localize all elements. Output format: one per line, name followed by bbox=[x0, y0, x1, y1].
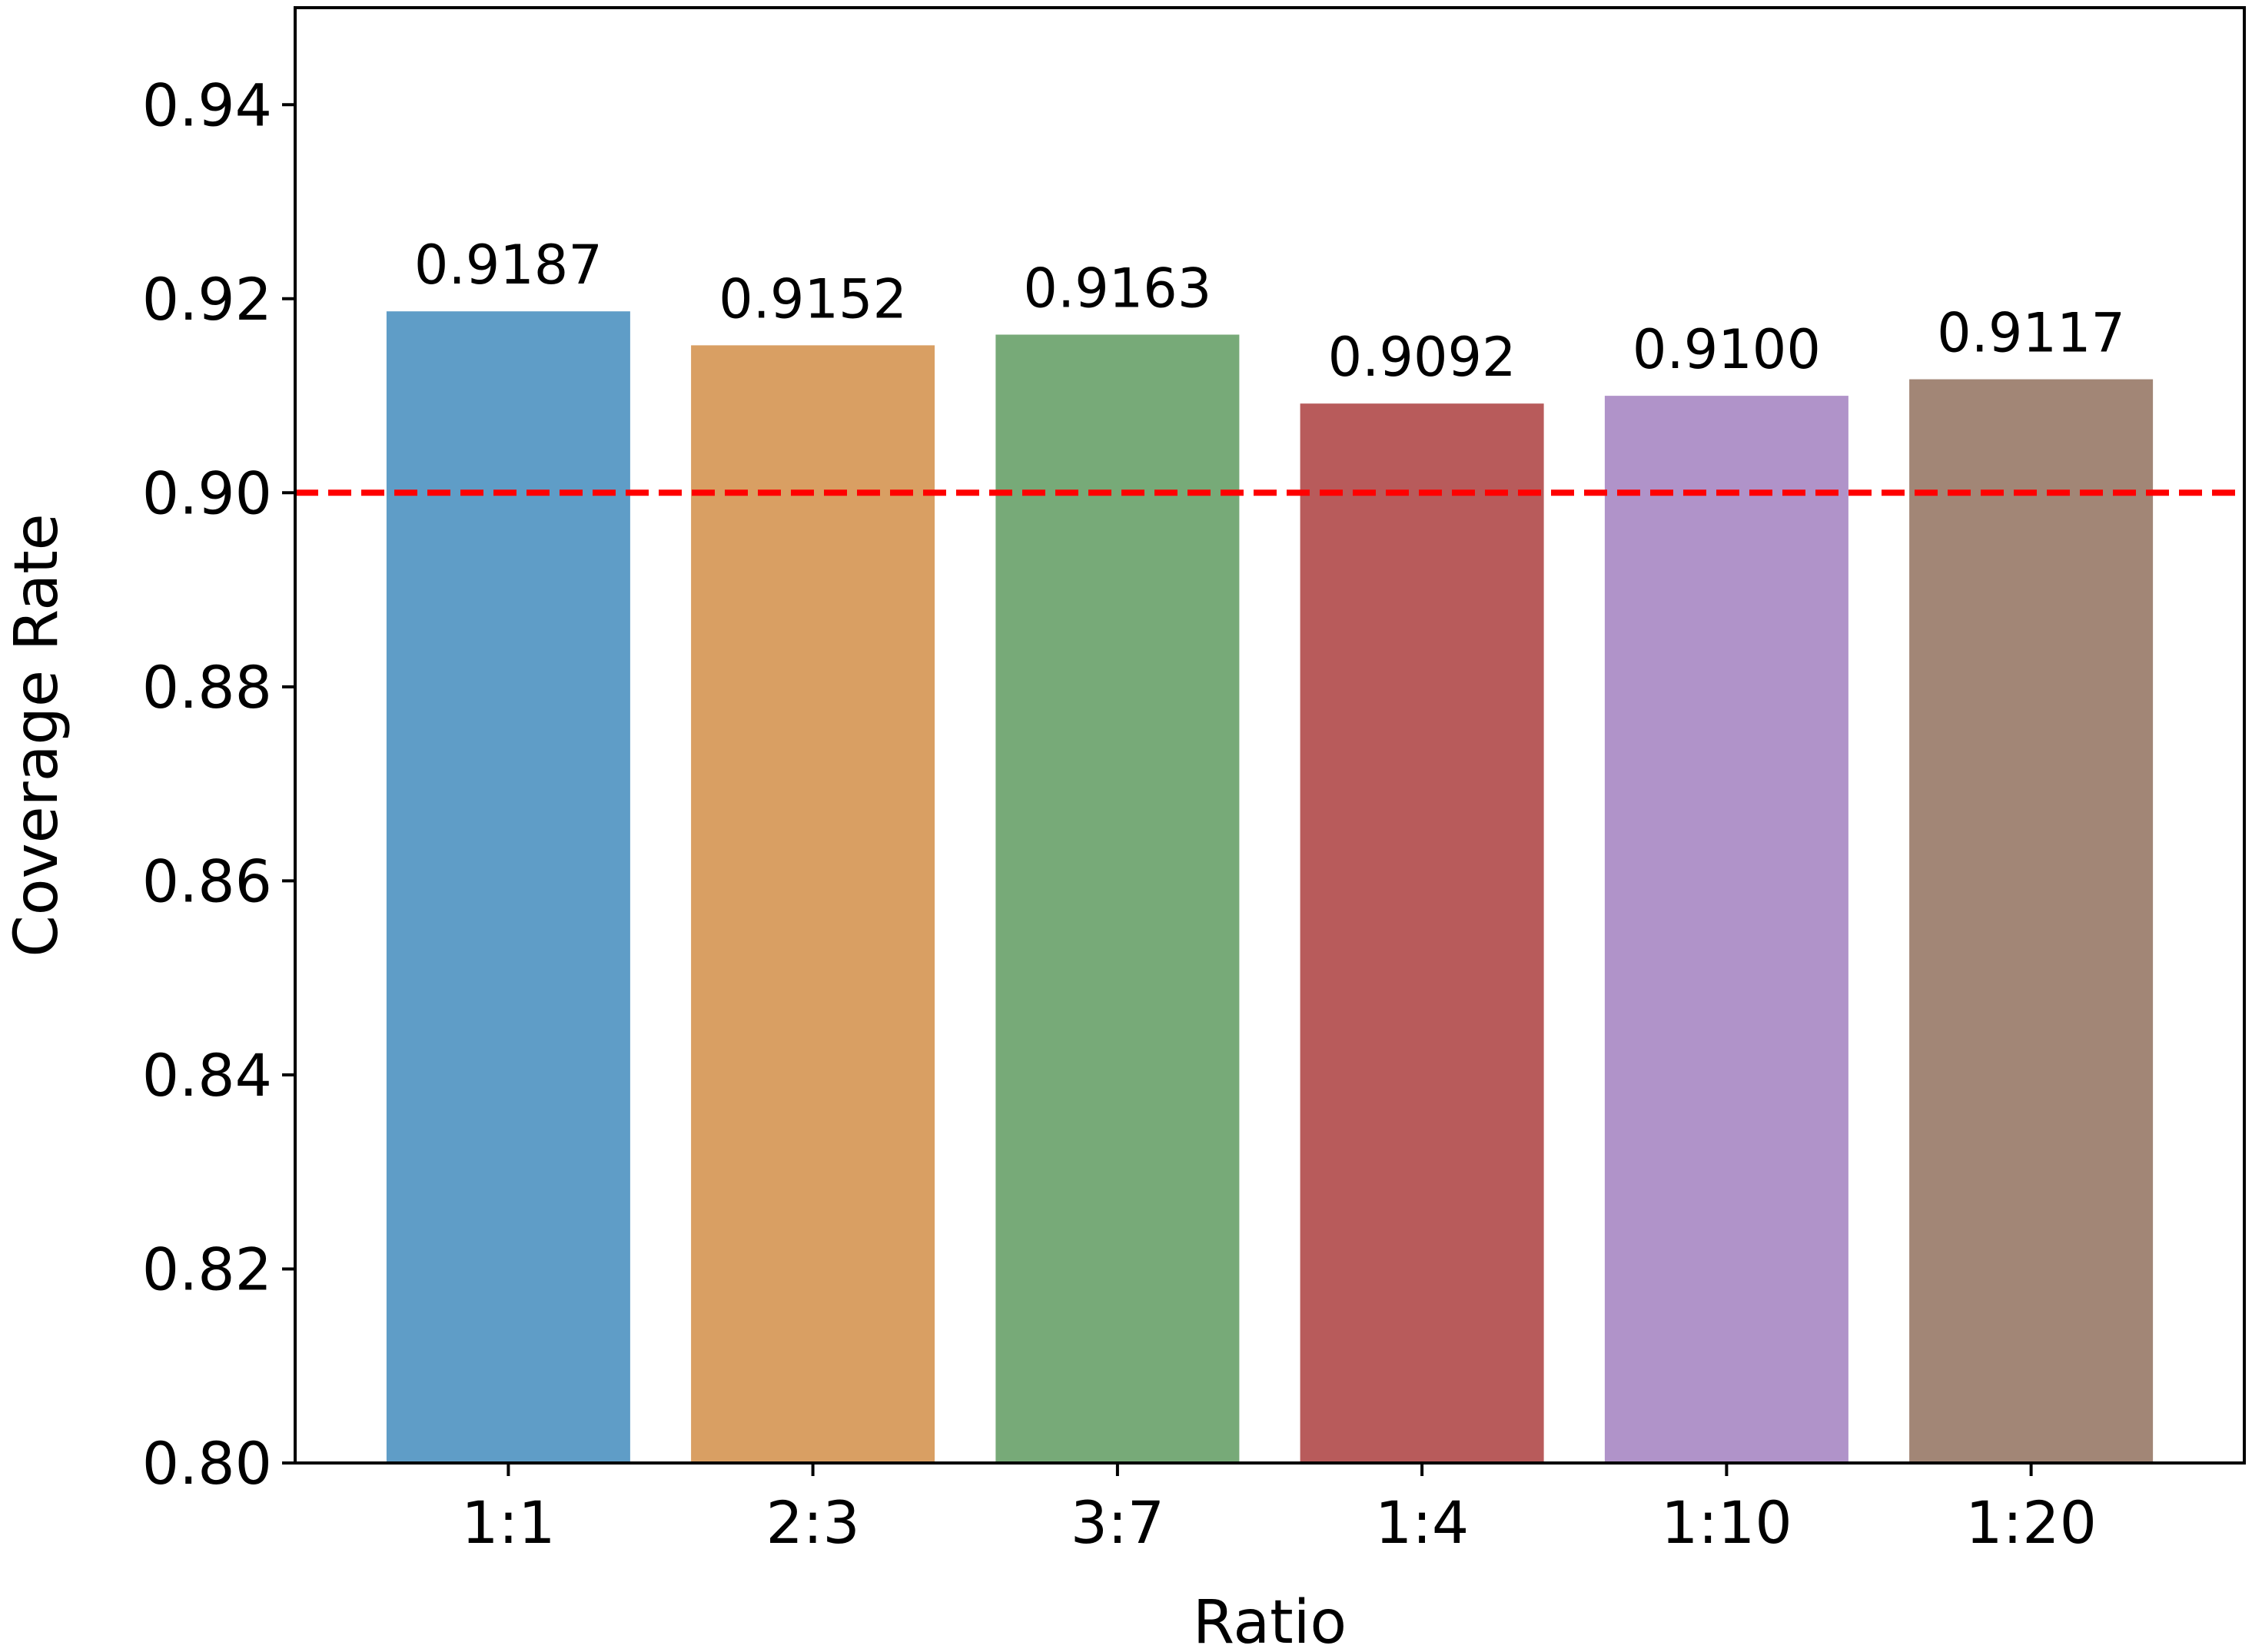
bars-layer bbox=[386, 311, 2154, 1464]
data-label: 0.9163 bbox=[1023, 257, 1211, 320]
y-tick-label: 0.88 bbox=[142, 653, 272, 722]
y-tick-label: 0.90 bbox=[142, 459, 272, 527]
bar-1-4 bbox=[1300, 403, 1544, 1464]
bar-1-1 bbox=[386, 311, 630, 1464]
bar-1-20 bbox=[1909, 379, 2154, 1464]
x-tick-label: 1:10 bbox=[1661, 1488, 1792, 1557]
y-axis: 0.80 0.82 0.84 0.86 0.88 0.90 0.92 0.94 bbox=[142, 71, 295, 1498]
x-axis-label: Ratio bbox=[1193, 1588, 1347, 1652]
x-tick-label: 1:1 bbox=[461, 1488, 555, 1557]
x-tick-label: 1:4 bbox=[1375, 1488, 1469, 1557]
x-tick-label: 2:3 bbox=[766, 1488, 859, 1557]
x-axis: 1:1 2:3 3:7 1:4 1:10 1:20 bbox=[461, 1463, 2097, 1557]
y-tick-label: 0.94 bbox=[142, 71, 272, 139]
data-label: 0.9092 bbox=[1328, 326, 1516, 389]
y-tick-label: 0.80 bbox=[142, 1429, 272, 1498]
data-label: 0.9117 bbox=[1937, 302, 2125, 365]
bar-1-10 bbox=[1604, 396, 1848, 1463]
data-label: 0.9152 bbox=[719, 267, 907, 330]
data-labels: 0.9187 0.9152 0.9163 0.9092 0.9100 0.9117 bbox=[414, 234, 2125, 389]
plot-frame bbox=[294, 6, 2246, 1465]
bar-2-3 bbox=[691, 345, 935, 1463]
y-axis-label: Coverage Rate bbox=[2, 513, 71, 957]
y-tick-label: 0.92 bbox=[142, 265, 272, 333]
bar-3-7 bbox=[995, 334, 1240, 1463]
y-tick-label: 0.86 bbox=[142, 847, 272, 915]
data-label: 0.9187 bbox=[414, 234, 603, 297]
x-tick-label: 1:20 bbox=[1965, 1488, 2097, 1557]
y-tick-label: 0.82 bbox=[142, 1236, 272, 1304]
x-tick-label: 3:7 bbox=[1071, 1488, 1164, 1557]
data-label: 0.9100 bbox=[1633, 318, 1821, 381]
y-tick-label: 0.84 bbox=[142, 1041, 272, 1110]
